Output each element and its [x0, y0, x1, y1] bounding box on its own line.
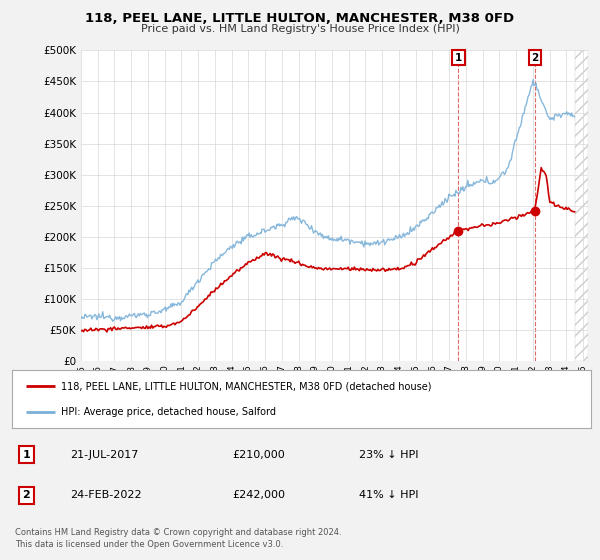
Text: Contains HM Land Registry data © Crown copyright and database right 2024.
This d: Contains HM Land Registry data © Crown c… [15, 528, 341, 549]
Text: 2: 2 [531, 53, 538, 63]
Text: HPI: Average price, detached house, Salford: HPI: Average price, detached house, Salf… [61, 407, 276, 417]
Text: 24-FEB-2022: 24-FEB-2022 [70, 491, 142, 500]
Text: £210,000: £210,000 [232, 450, 285, 460]
Text: 21-JUL-2017: 21-JUL-2017 [70, 450, 138, 460]
Text: 118, PEEL LANE, LITTLE HULTON, MANCHESTER, M38 0FD (detached house): 118, PEEL LANE, LITTLE HULTON, MANCHESTE… [61, 381, 432, 391]
Text: Price paid vs. HM Land Registry's House Price Index (HPI): Price paid vs. HM Land Registry's House … [140, 24, 460, 34]
Text: 2: 2 [23, 491, 31, 500]
Text: £242,000: £242,000 [232, 491, 285, 500]
Bar [575, 50, 588, 361]
Text: 41% ↓ HPI: 41% ↓ HPI [359, 491, 419, 500]
Text: 1: 1 [455, 53, 462, 63]
Text: 1: 1 [23, 450, 31, 460]
Text: 23% ↓ HPI: 23% ↓ HPI [359, 450, 419, 460]
Text: 118, PEEL LANE, LITTLE HULTON, MANCHESTER, M38 0FD: 118, PEEL LANE, LITTLE HULTON, MANCHESTE… [85, 12, 515, 25]
